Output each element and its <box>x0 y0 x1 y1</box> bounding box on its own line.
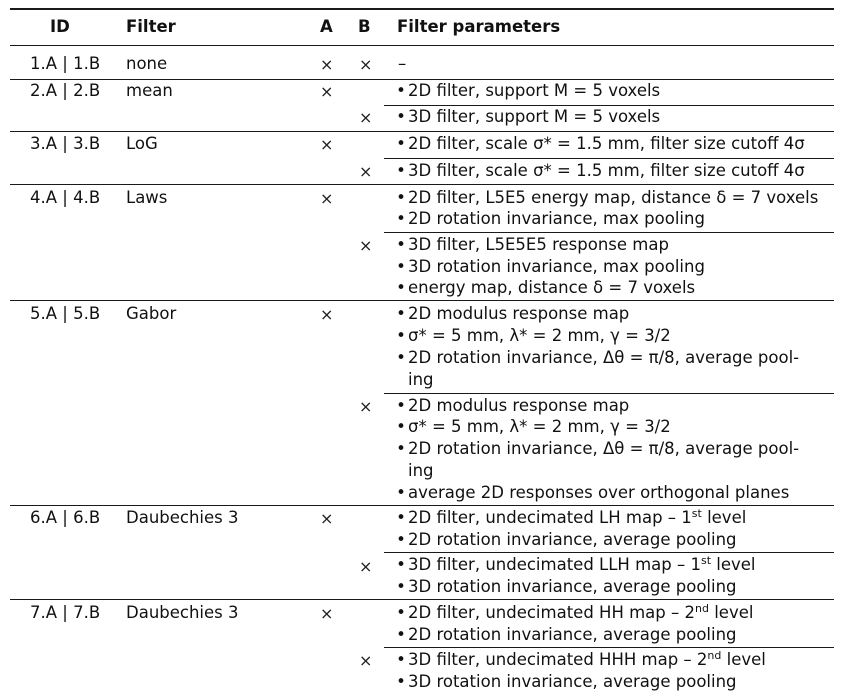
cross-mark-b: × <box>359 108 373 127</box>
cross-mark-a: × <box>320 604 334 623</box>
param-text: 3D rotation invariance, average pooling <box>408 577 737 596</box>
param-text: 2D filter, scale σ* = 1.5 mm, filter siz… <box>408 134 805 153</box>
param-text: 2D filter, L5E5 energy map, distance δ =… <box>408 188 819 207</box>
param-text: 3D rotation invariance, max pooling <box>408 257 705 276</box>
param-text: 3D filter, undecimated HHH map – 2nd lev… <box>408 649 766 669</box>
header-filter: Filter <box>126 17 176 36</box>
row-rule <box>10 131 834 132</box>
row-filter: Daubechies 3 <box>126 603 239 622</box>
cross-mark-b: × <box>359 162 373 181</box>
param-text: 2D filter, undecimated HH map – 2nd leve… <box>408 602 754 622</box>
row-filter: Gabor <box>126 304 177 323</box>
header-a: A <box>320 17 333 36</box>
param-text: σ* = 5 mm, λ* = 2 mm, γ = 3/2 <box>408 417 671 436</box>
row-filter: Laws <box>126 188 168 207</box>
row-filter: LoG <box>126 134 158 153</box>
param-text: 2D filter, undecimated LH map – 1st leve… <box>408 507 747 527</box>
header-b: B <box>358 17 371 36</box>
sub-rule <box>384 393 834 394</box>
row-id: 6.A | 6.B <box>30 508 101 527</box>
cross-mark-a: × <box>320 135 334 154</box>
param-text: 2D rotation invariance, max pooling <box>408 209 705 228</box>
param-dash: – <box>398 54 407 73</box>
sub-rule <box>384 232 834 233</box>
param-text: 2D rotation invariance, average pooling <box>408 530 737 549</box>
param-text: 2D modulus response map <box>408 304 630 323</box>
row-id: 7.A | 7.B <box>30 603 101 622</box>
row-rule <box>10 184 834 185</box>
param-text: energy map, distance δ = 7 voxels <box>408 278 696 297</box>
param-text: 3D filter, L5E5E5 response map <box>408 235 669 254</box>
header-rule <box>10 45 834 46</box>
row-id: 3.A | 3.B <box>30 134 101 153</box>
row-id: 1.A | 1.B <box>30 54 101 73</box>
param-text: σ* = 5 mm, λ* = 2 mm, γ = 3/2 <box>408 326 671 345</box>
cross-mark-b: × <box>359 651 373 670</box>
row-id: 4.A | 4.B <box>30 188 101 207</box>
param-text: 2D rotation invariance, Δθ = π/8, averag… <box>408 348 800 389</box>
param-text: 2D modulus response map <box>408 396 630 415</box>
row-rule <box>10 505 834 506</box>
sub-rule <box>384 552 834 553</box>
sub-rule <box>384 105 834 106</box>
row-filter: Daubechies 3 <box>126 508 239 527</box>
cross-mark-b: × <box>359 55 373 74</box>
cross-mark-b: × <box>359 557 373 576</box>
top-rule <box>10 8 834 10</box>
sub-rule <box>384 647 834 648</box>
param-text: 3D filter, scale σ* = 1.5 mm, filter siz… <box>408 161 805 180</box>
header-id: ID <box>50 17 70 36</box>
row-id: 2.A | 2.B <box>30 81 101 100</box>
cross-mark-b: × <box>359 397 373 416</box>
cross-mark-b: × <box>359 236 373 255</box>
cross-mark-a: × <box>320 305 334 324</box>
cross-mark-a: × <box>320 82 334 101</box>
header-params: Filter parameters <box>397 17 561 36</box>
param-text: 3D filter, support M = 5 voxels <box>408 107 661 126</box>
param-text: 2D rotation invariance, average pooling <box>408 625 737 644</box>
param-text: average 2D responses over orthogonal pla… <box>408 483 790 502</box>
cross-mark-a: × <box>320 509 334 528</box>
param-text: 3D rotation invariance, average pooling <box>408 672 737 691</box>
row-rule <box>10 300 834 301</box>
row-filter: none <box>126 54 168 73</box>
row-rule <box>10 79 834 80</box>
cross-mark-a: × <box>320 189 334 208</box>
param-text: 2D rotation invariance, Δθ = π/8, averag… <box>408 439 800 480</box>
cross-mark-a: × <box>320 55 334 74</box>
row-id: 5.A | 5.B <box>30 304 101 323</box>
param-text: 2D filter, support M = 5 voxels <box>408 81 661 100</box>
sub-rule <box>384 158 834 159</box>
row-filter: mean <box>126 81 173 100</box>
row-rule <box>10 599 834 600</box>
param-text: 3D filter, undecimated LLH map – 1st lev… <box>408 554 756 574</box>
